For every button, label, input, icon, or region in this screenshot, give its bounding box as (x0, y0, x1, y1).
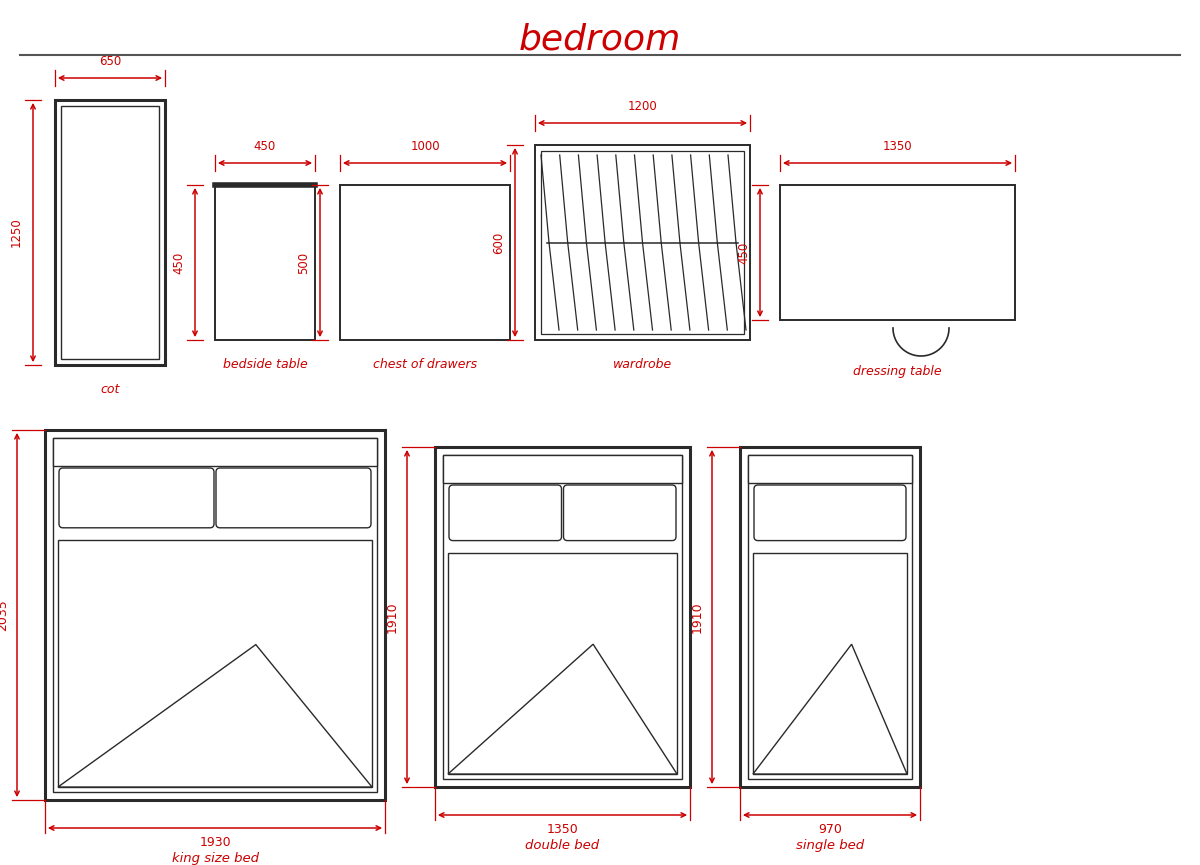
FancyBboxPatch shape (59, 468, 214, 528)
Text: cot: cot (101, 383, 120, 396)
Polygon shape (448, 644, 677, 774)
Bar (443, 455, 682, 779)
Bar (340, 185, 510, 340)
Text: 1910: 1910 (691, 601, 704, 633)
Text: 650: 650 (98, 55, 121, 68)
Text: 450: 450 (172, 252, 185, 273)
Text: king size bed: king size bed (172, 852, 258, 865)
Text: 1350: 1350 (547, 823, 578, 836)
Text: bedroom: bedroom (518, 22, 682, 56)
Bar (436, 447, 690, 787)
Bar (535, 145, 750, 340)
Text: 450: 450 (254, 140, 276, 153)
Text: 1200: 1200 (628, 100, 658, 113)
Bar (443, 455, 682, 483)
Polygon shape (754, 553, 907, 774)
Polygon shape (448, 553, 677, 774)
Text: 1930: 1930 (199, 836, 230, 849)
Bar (53, 438, 377, 466)
Text: 500: 500 (298, 252, 310, 273)
Text: 600: 600 (492, 231, 505, 253)
Bar (46, 430, 385, 800)
Bar (215, 185, 314, 340)
Text: 1350: 1350 (883, 140, 912, 153)
Text: 1910: 1910 (386, 601, 398, 633)
Bar (748, 455, 912, 483)
Bar (748, 455, 912, 779)
FancyBboxPatch shape (216, 468, 371, 528)
Text: bedside table: bedside table (223, 358, 307, 371)
Text: 1250: 1250 (10, 218, 23, 247)
Bar (61, 106, 158, 359)
Text: 970: 970 (818, 823, 842, 836)
FancyBboxPatch shape (754, 485, 906, 541)
Bar (780, 185, 1015, 320)
FancyBboxPatch shape (449, 485, 562, 541)
Bar (55, 100, 166, 365)
Bar (53, 438, 377, 792)
Text: double bed: double bed (526, 839, 600, 852)
Text: 1000: 1000 (410, 140, 440, 153)
Polygon shape (754, 644, 907, 774)
Text: single bed: single bed (796, 839, 864, 852)
Text: chest of drawers: chest of drawers (373, 358, 478, 371)
Polygon shape (58, 540, 372, 787)
Text: dressing table: dressing table (853, 365, 942, 378)
Bar (740, 447, 920, 787)
Text: 2035: 2035 (0, 599, 10, 631)
Text: wardrobe: wardrobe (613, 358, 672, 371)
Text: 450: 450 (737, 241, 750, 264)
Bar (541, 151, 744, 334)
Polygon shape (58, 644, 372, 787)
FancyBboxPatch shape (564, 485, 676, 541)
